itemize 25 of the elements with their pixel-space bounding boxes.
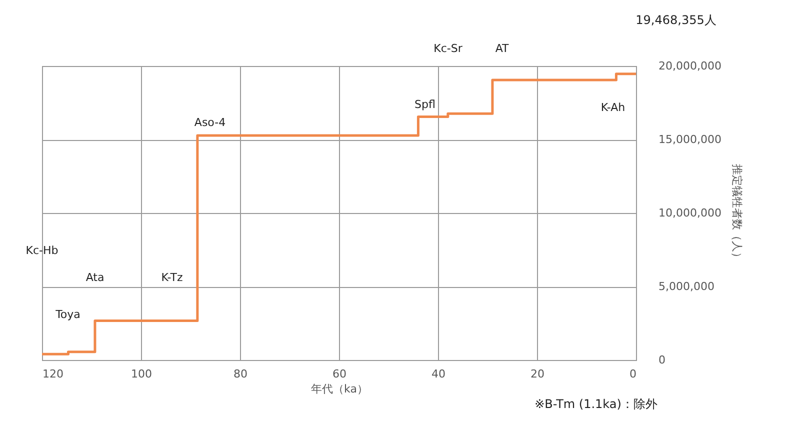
y-axis-title: 推定犠牲者数（人）: [730, 164, 744, 263]
text: AT: [495, 42, 509, 55]
y-tick-label: 5,000,000: [658, 280, 714, 293]
x-tick-label: 100: [131, 368, 152, 380]
y-tick-label: 20,000,000: [658, 60, 722, 72]
annotation: Aso-4: [194, 116, 226, 129]
annotation: Spfl: [414, 98, 436, 111]
y-tick-label: 15,000,000: [658, 133, 722, 146]
y-tick-label: 0: [658, 354, 666, 366]
x-tick-label: 20: [530, 368, 544, 380]
x-axis-title: 年代（ka）: [311, 382, 368, 396]
annotation: Toya: [54, 308, 80, 321]
text: ※B-Tm (1.1ka)：除外: [534, 397, 658, 411]
annotation: K-Tz: [161, 271, 183, 284]
x-tick-label: 120: [42, 368, 64, 380]
x-tick-label: 80: [234, 368, 248, 380]
x-tick-label: 60: [332, 368, 346, 380]
x-tick-label: 0: [630, 368, 636, 380]
text: Kc-Sr: [434, 42, 463, 55]
y-tick-label: 10,000,000: [658, 206, 722, 220]
x-tick-label: 40: [432, 368, 446, 380]
text: 19,468,355人: [636, 13, 716, 27]
annotation: K-Ah: [600, 101, 626, 114]
annotation: Kc-Hb: [26, 244, 58, 257]
annotation: Ata: [86, 271, 104, 284]
